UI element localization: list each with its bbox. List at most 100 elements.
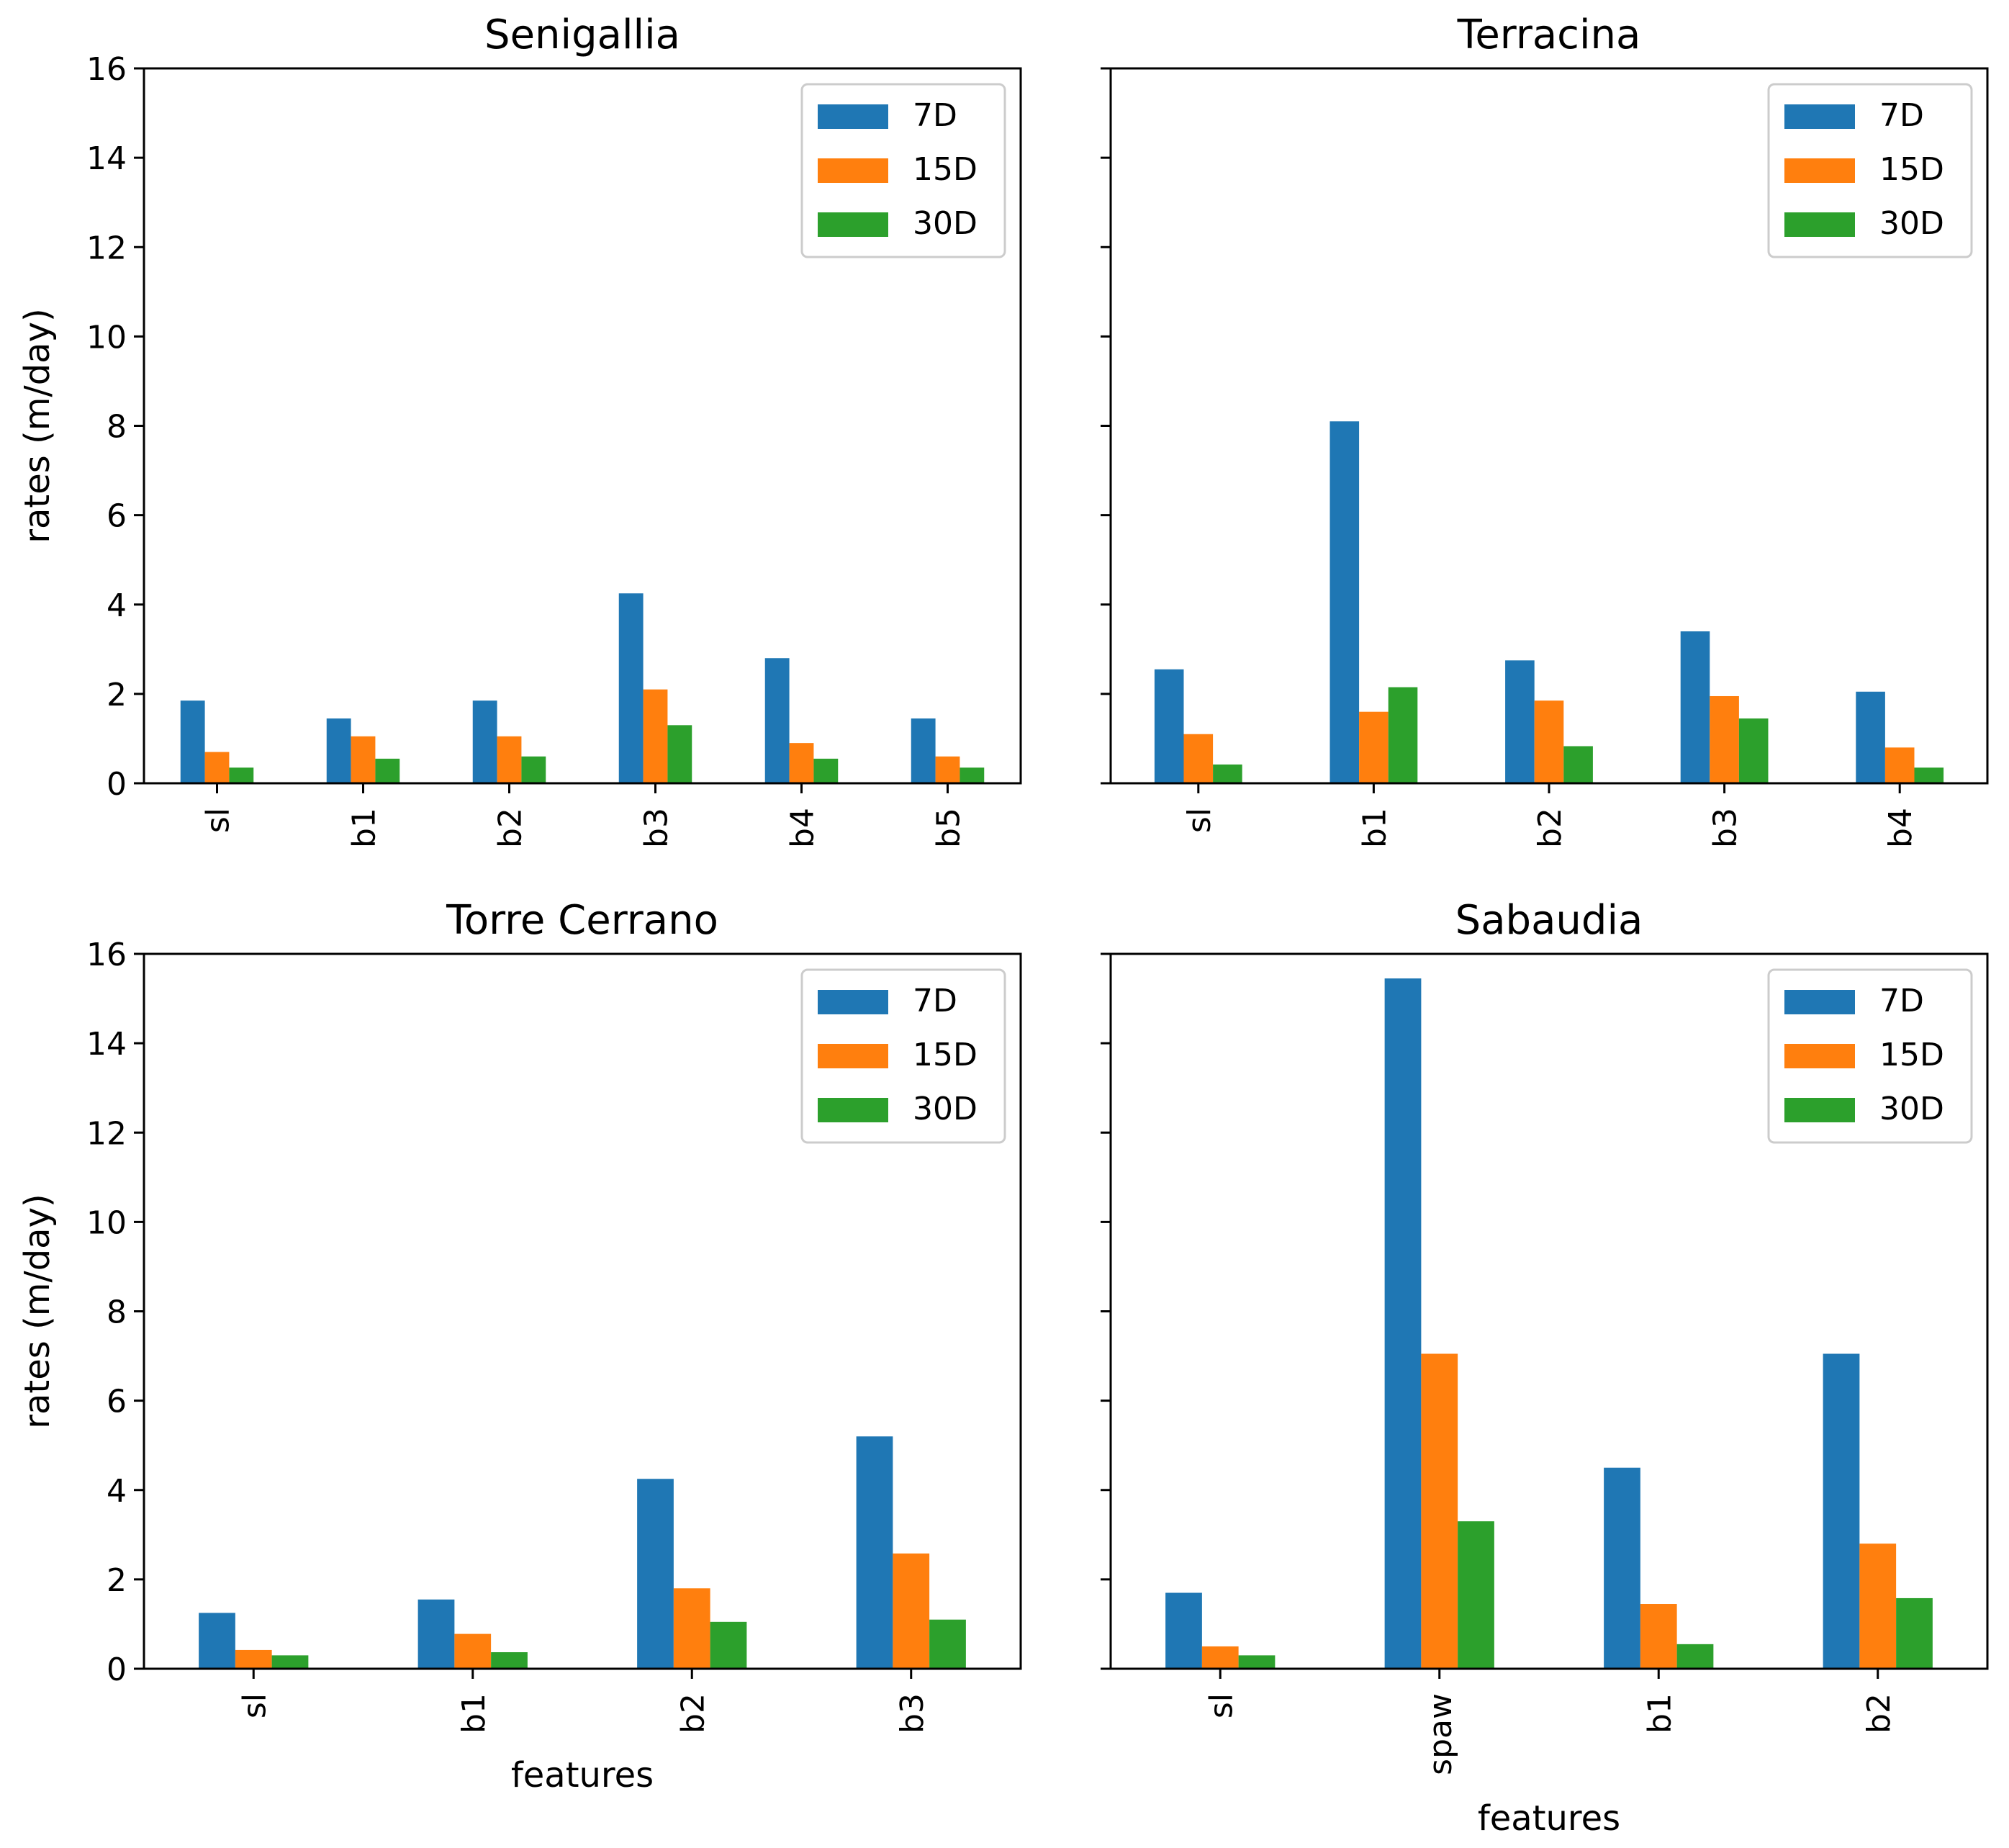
x-tick-label: sl [1203,1693,1240,1718]
legend-label-30D: 30D [913,1091,978,1127]
bar-sl-15D [1201,1646,1239,1669]
bar-b5-30D [960,767,985,783]
x-tick-label: spaw [1422,1693,1459,1775]
legend: 7D 15D 30D [800,83,1006,258]
bar-b2-7D [1505,660,1535,783]
bar-b4-15D [1884,747,1915,783]
x-tick-label: b5 [931,808,967,848]
y-tick-label: 10 [86,1204,127,1241]
legend-label-30D: 30D [1879,205,1944,242]
bar-b1-7D [417,1599,455,1669]
legend: 7D 15D 30D [1767,968,1973,1144]
y-tick-label: 4 [107,587,127,624]
legend-swatch-15D [818,1044,888,1068]
bar-b1-30D [1388,687,1418,783]
bar-spaw-30D [1458,1521,1494,1669]
bar-b3-30D [1738,718,1769,783]
legend-swatch-30D [1784,1098,1855,1122]
bar-b2-15D [1859,1543,1897,1669]
x-tick-label: sl [200,808,237,833]
axes-frame [143,67,1022,785]
bar-sl-7D [199,1613,235,1669]
y-tick-label: 16 [86,51,127,88]
legend-swatch-7D [818,990,888,1014]
x-axis-label: features [1478,1798,1620,1839]
bar-spaw-7D [1384,978,1422,1669]
chart-title: Senigallia [484,12,680,58]
x-tick-label: b2 [1861,1693,1897,1734]
y-tick-label: 8 [107,409,127,446]
bar-b2-30D [710,1621,747,1669]
legend-label-7D: 7D [1879,983,1924,1019]
legend-swatch-30D [818,212,888,237]
x-tick-label: b2 [674,1693,711,1734]
legend-swatch-15D [1784,158,1855,183]
bar-b3-15D [643,689,668,783]
bar-b3-7D [618,593,644,783]
y-tick-label: 2 [107,677,127,713]
bar-sl-7D [180,700,205,783]
axes-frame [143,952,1022,1670]
bar-b3-15D [893,1553,930,1669]
x-tick-label: b3 [1707,808,1744,848]
chart-title: Torre Cerrano [446,897,718,944]
chart-title: Sabaudia [1455,897,1643,944]
axes-frame [1109,67,1989,785]
bar-b3-15D [1710,695,1739,783]
legend-label-7D: 7D [913,97,957,134]
bar-b1-15D [1359,711,1389,783]
panel-1: sl b1 b2 b3 b4 Terracina 7D 15D 30D [1101,12,1989,848]
bar-sl-15D [235,1649,272,1669]
legend: 7D 15D 30D [800,968,1006,1144]
legend-label-15D: 15D [1879,151,1944,188]
bar-sl-30D [1238,1655,1276,1669]
bar-b4-30D [1914,767,1944,783]
bar-b2-15D [497,736,522,783]
y-tick-label: 4 [107,1473,127,1510]
bar-sl-30D [1213,764,1242,783]
y-axis-label: rates (m/day) [17,1194,58,1428]
legend-swatch-30D [818,1098,888,1122]
bar-b3-7D [856,1436,893,1669]
x-tick-label: sl [236,1693,273,1718]
bar-b1-15D [1640,1604,1677,1669]
legend-label-15D: 15D [913,151,978,188]
legend: 7D 15D 30D [1767,83,1973,258]
bar-b4-7D [1856,691,1885,783]
legend-label-15D: 15D [913,1037,978,1073]
bar-b2-7D [472,700,497,783]
bar-b2-30D [1563,746,1593,783]
bar-sl-30D [229,767,254,783]
legend-swatch-7D [818,104,888,129]
legend-label-30D: 30D [913,205,978,242]
x-tick-label: b4 [785,808,821,848]
legend-label-7D: 7D [913,983,957,1019]
y-tick-label: 12 [86,1115,127,1152]
legend-swatch-7D [1784,104,1855,129]
y-tick-label: 0 [107,766,127,803]
panel-2: 0 2 4 6 8 10 12 14 16 sl b1 b2 b3 Torre Cerrano rates … [17,897,1022,1795]
panel-0: 0 2 4 6 8 10 12 14 16 sl b1 b2 b3 b4 b5 Senigallia rates… [17,12,1022,848]
axes-frame [1109,952,1989,1670]
y-tick-label: 10 [86,319,127,356]
y-tick-label: 14 [86,140,127,177]
x-tick-label: b3 [894,1693,931,1734]
bar-sl-7D [1154,669,1184,783]
bar-b2-15D [673,1588,710,1669]
x-tick-label: b4 [1882,808,1919,848]
y-tick-label: 6 [107,1384,127,1420]
bar-b2-30D [1896,1597,1933,1669]
bar-b1-30D [491,1652,528,1669]
bar-b2-7D [1823,1353,1860,1669]
bar-spaw-15D [1421,1353,1458,1669]
y-axis-label: rates (m/day) [17,308,58,543]
bar-b2-7D [637,1479,674,1669]
bar-b1-30D [1676,1644,1714,1669]
x-tick-label: b3 [638,808,675,848]
x-tick-label: b2 [492,808,529,848]
x-tick-label: b1 [456,1693,492,1734]
legend-swatch-30D [1784,212,1855,237]
bar-sl-7D [1165,1592,1202,1669]
bar-b1-7D [326,718,351,783]
